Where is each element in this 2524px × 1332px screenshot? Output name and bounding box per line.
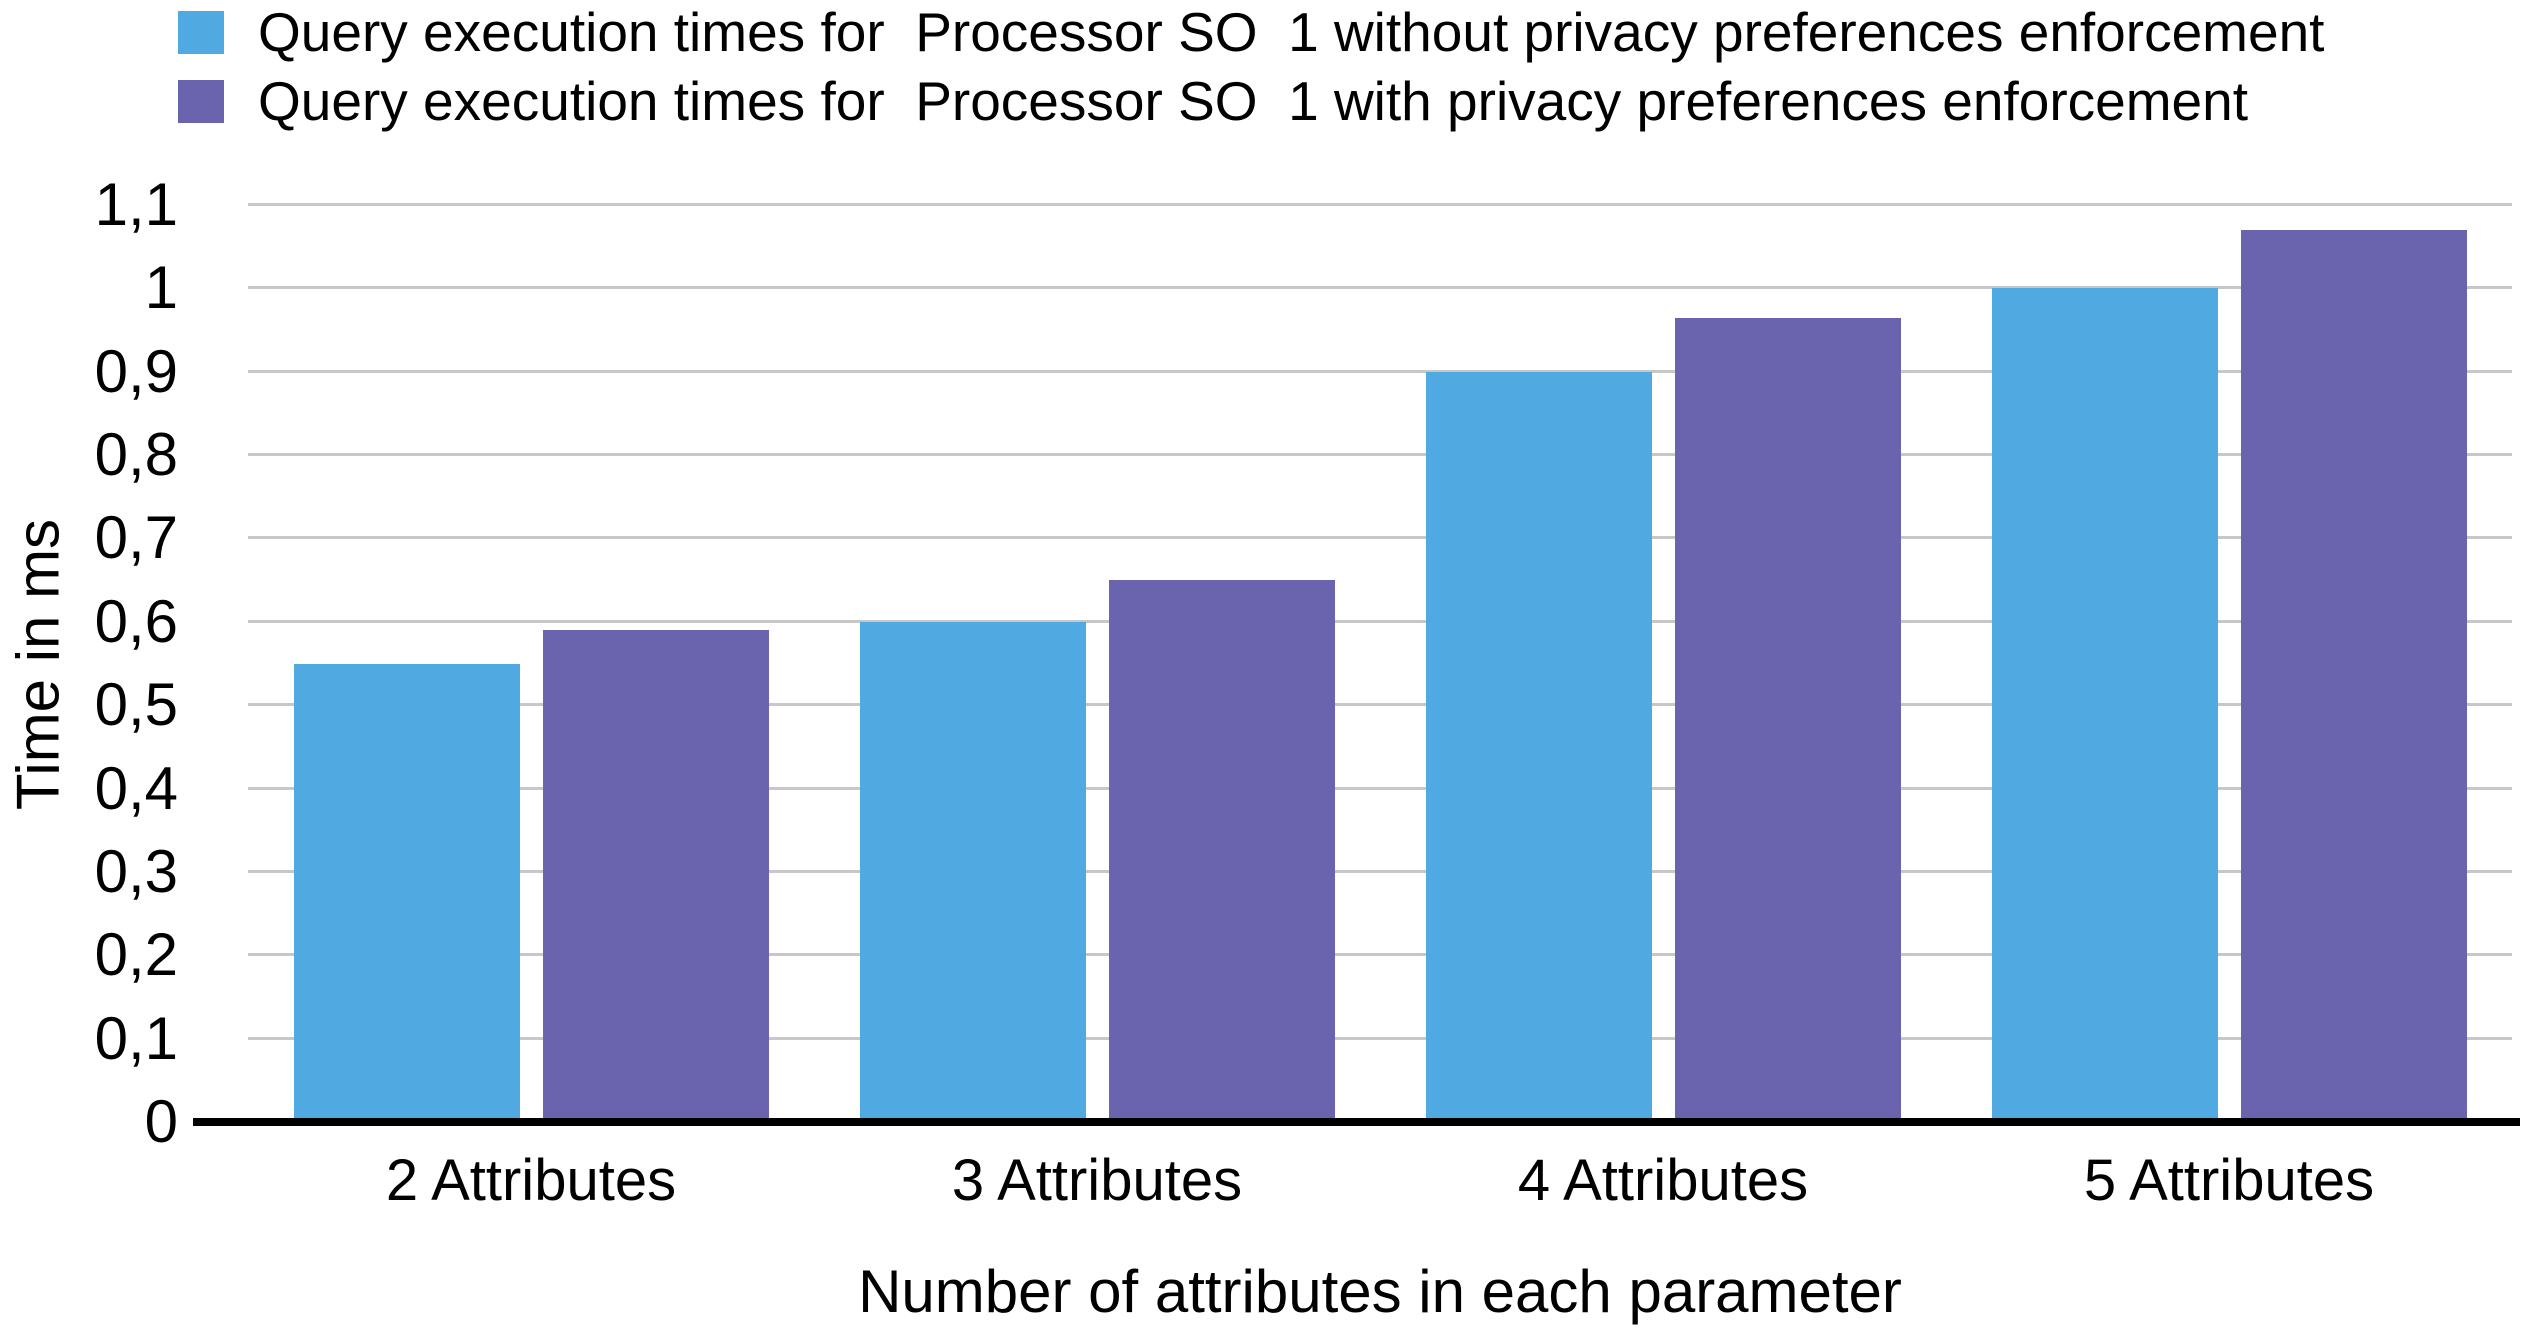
gridline (248, 619, 2512, 623)
bar-groups (248, 205, 2512, 1122)
gridline (248, 786, 2512, 790)
gridline (248, 369, 2512, 373)
bar-group-5-attributes (1946, 205, 2512, 1122)
y-tick-label: 0,5 (94, 671, 178, 739)
gridline (248, 953, 2512, 957)
y-tick-label: 0 (144, 1088, 178, 1155)
y-tick-label: 0,1 (94, 1004, 178, 1072)
legend-label: Query execution times for Processor SO 1… (258, 70, 2248, 132)
legend-label: Query execution times for Processor SO 1… (258, 1, 2325, 63)
x-category-label: 2 Attributes (385, 1148, 677, 1213)
x-axis-line (193, 1118, 2520, 1126)
gridline (248, 203, 2512, 206)
y-tick-label: 0,7 (94, 504, 178, 572)
x-category-label: 4 Attributes (1517, 1148, 1809, 1213)
legend-swatch-icon (178, 80, 224, 123)
y-tick-label: 0,6 (94, 587, 178, 655)
y-tick-label: 0,3 (94, 837, 178, 905)
y-tick-label: 0,2 (94, 921, 178, 989)
x-category-label: 3 Attributes (951, 1148, 1243, 1213)
legend-item: Query execution times for Processor SO 1… (178, 74, 2324, 129)
y-tick-label: 0,9 (94, 337, 178, 405)
x-category-label: 5 Attributes (2083, 1148, 2375, 1213)
y-tick-label: 1 (144, 254, 178, 322)
bar (1674, 317, 1901, 1122)
x-category-labels: 2 Attributes 3 Attributes 4 Attributes 5 At… (248, 1152, 2512, 1210)
bar (1991, 288, 2218, 1122)
y-tick-label: 0,8 (94, 421, 178, 489)
bar-group-3-attributes (814, 205, 1380, 1122)
gridline (248, 453, 2512, 457)
legend-item: Query execution times for Processor SO 1… (178, 5, 2324, 60)
bar (542, 630, 769, 1122)
y-axis-tick-labels: 0 0,1 0,2 0,3 0,4 0,5 0,6 0,7 0,8 0,9 1 1,1 (0, 175, 178, 1152)
gridline (248, 703, 2512, 707)
bar-group-4-attributes (1380, 205, 1946, 1122)
plot-area (193, 203, 2520, 1126)
legend: Query execution times for Processor SO 1… (178, 5, 2324, 129)
gridline (248, 1036, 2512, 1040)
y-tick-label: 0,4 (94, 754, 178, 822)
bar (859, 621, 1086, 1122)
bar (2240, 230, 2467, 1122)
gridline (248, 869, 2512, 873)
y-tick-label: 1,1 (94, 171, 178, 238)
legend-swatch-icon (178, 11, 224, 54)
x-axis-title: Number of attributes in each parameter (858, 1258, 1902, 1325)
bar-group-2-attributes (248, 205, 814, 1122)
bar (293, 663, 520, 1122)
bar (1108, 580, 1335, 1122)
bar (1425, 371, 1652, 1122)
gridline (248, 286, 2512, 290)
gridline (248, 536, 2512, 540)
